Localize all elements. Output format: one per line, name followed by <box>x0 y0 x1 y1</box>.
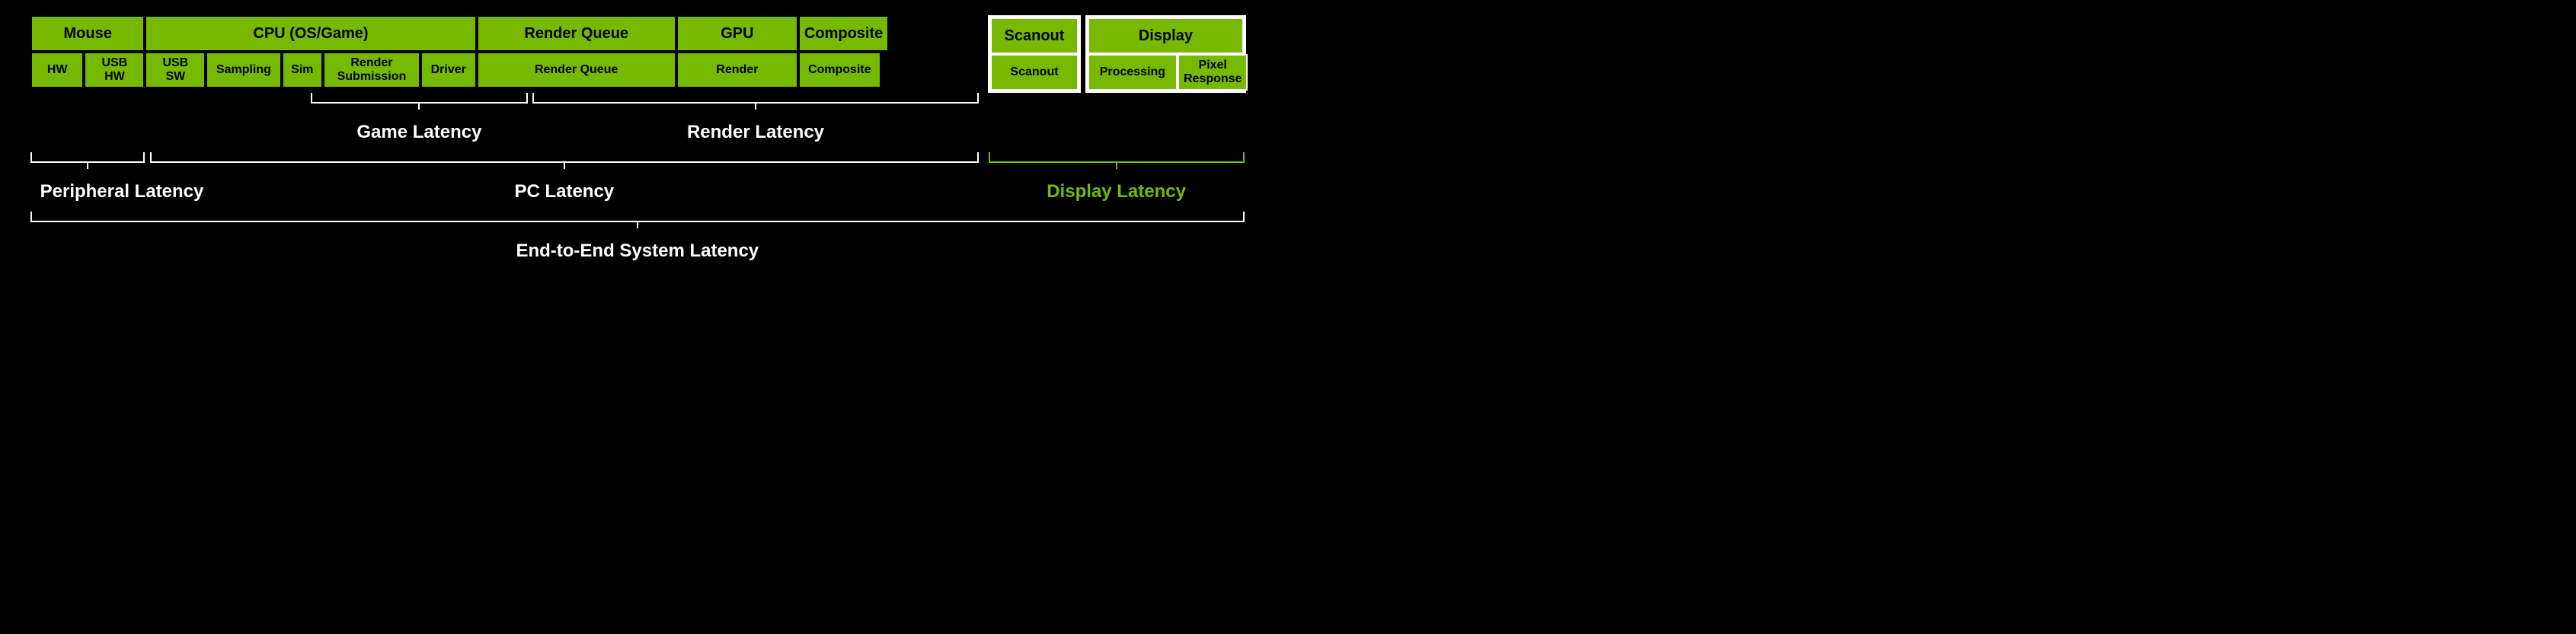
latency-diagram: Mouse CPU (OS/Game) Render Queue GPU Com… <box>30 15 1249 271</box>
substage-usb-sw: USB SW <box>145 52 206 88</box>
substage-composite: Composite <box>798 52 881 88</box>
substage-hw: HW <box>30 52 84 88</box>
label-render-latency: Render Latency <box>687 122 824 143</box>
stage-scanout: Scanout <box>990 18 1079 54</box>
brace-render-latency <box>532 93 979 104</box>
pipeline-sub-row: HW USB HW USB SW Sampling Sim Render Sub… <box>30 52 983 88</box>
label-row-1: Game Latency Render Latency <box>30 122 1249 152</box>
pipeline-top-row: Mouse CPU (OS/Game) Render Queue GPU Com… <box>30 15 983 52</box>
label-game-latency: Game Latency <box>356 122 481 143</box>
substage-render-queue: Render Queue <box>477 52 676 88</box>
substage-processing: Processing <box>1088 54 1178 91</box>
substage-render: Render <box>676 52 798 88</box>
substage-sim: Sim <box>282 52 323 88</box>
display-group: Display Processing Pixel Response <box>1085 15 1246 93</box>
label-row-2: Peripheral Latency PC Latency Display La… <box>30 181 1249 212</box>
brace-row-2 <box>30 152 1249 181</box>
substage-pixel-response: Pixel Response <box>1178 54 1248 91</box>
brace-row-3 <box>30 212 1249 241</box>
stage-mouse: Mouse <box>30 15 145 52</box>
substage-render-submission: Render Submission <box>323 52 420 88</box>
label-e2e-latency: End-to-End System Latency <box>516 241 759 262</box>
brace-peripheral-latency <box>30 152 145 163</box>
stage-display: Display <box>1088 18 1244 54</box>
label-display-latency: Display Latency <box>1047 181 1186 202</box>
brace-pc-latency <box>150 152 979 163</box>
substage-usb-hw: USB HW <box>84 52 145 88</box>
substage-driver: Driver <box>420 52 477 88</box>
brace-row-1 <box>30 93 1249 122</box>
stage-render-queue: Render Queue <box>477 15 676 52</box>
scanout-group: Scanout Scanout <box>988 15 1081 93</box>
stage-cpu: CPU (OS/Game) <box>145 15 476 52</box>
substage-scanout: Scanout <box>990 54 1079 91</box>
stage-gpu: GPU <box>676 15 798 52</box>
brace-display-latency <box>989 152 1245 163</box>
brace-game-latency <box>311 93 528 104</box>
substage-sampling: Sampling <box>206 52 281 88</box>
label-pc-latency: PC Latency <box>514 181 614 202</box>
label-peripheral-latency: Peripheral Latency <box>40 181 204 202</box>
label-row-3: End-to-End System Latency <box>30 241 1249 271</box>
brace-e2e-latency <box>30 212 1245 222</box>
stage-composite: Composite <box>798 15 889 52</box>
